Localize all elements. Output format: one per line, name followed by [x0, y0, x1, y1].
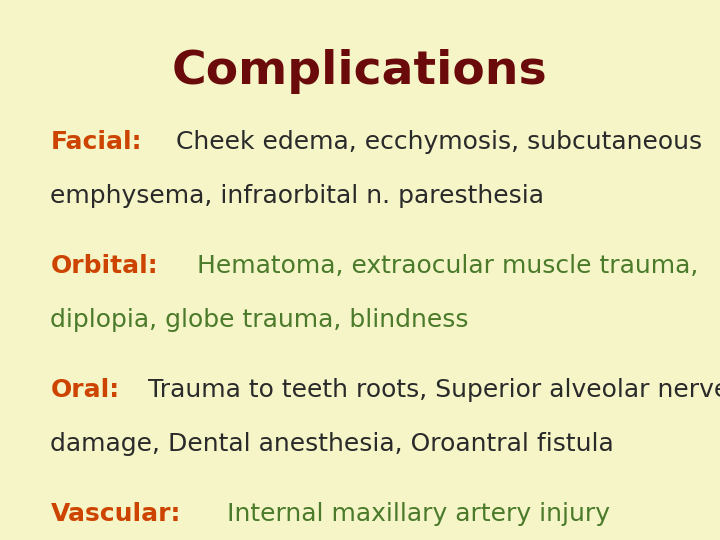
Text: Hematoma, extraocular muscle trauma,: Hematoma, extraocular muscle trauma, [189, 254, 698, 278]
Text: Vascular:: Vascular: [50, 502, 181, 526]
Text: Oral:: Oral: [50, 378, 120, 402]
Text: emphysema, infraorbital n. paresthesia: emphysema, infraorbital n. paresthesia [50, 184, 544, 207]
Text: damage, Dental anesthesia, Oroantral fistula: damage, Dental anesthesia, Oroantral fis… [50, 432, 614, 456]
Text: Orbital:: Orbital: [50, 254, 158, 278]
Text: Internal maxillary artery injury: Internal maxillary artery injury [219, 502, 610, 526]
Text: Trauma to teeth roots, Superior alveolar nerve: Trauma to teeth roots, Superior alveolar… [140, 378, 720, 402]
Text: Facial:: Facial: [50, 130, 142, 153]
Text: Cheek edema, ecchymosis, subcutaneous: Cheek edema, ecchymosis, subcutaneous [168, 130, 703, 153]
Text: diplopia, globe trauma, blindness: diplopia, globe trauma, blindness [50, 308, 469, 332]
Text: Complications: Complications [172, 49, 548, 93]
